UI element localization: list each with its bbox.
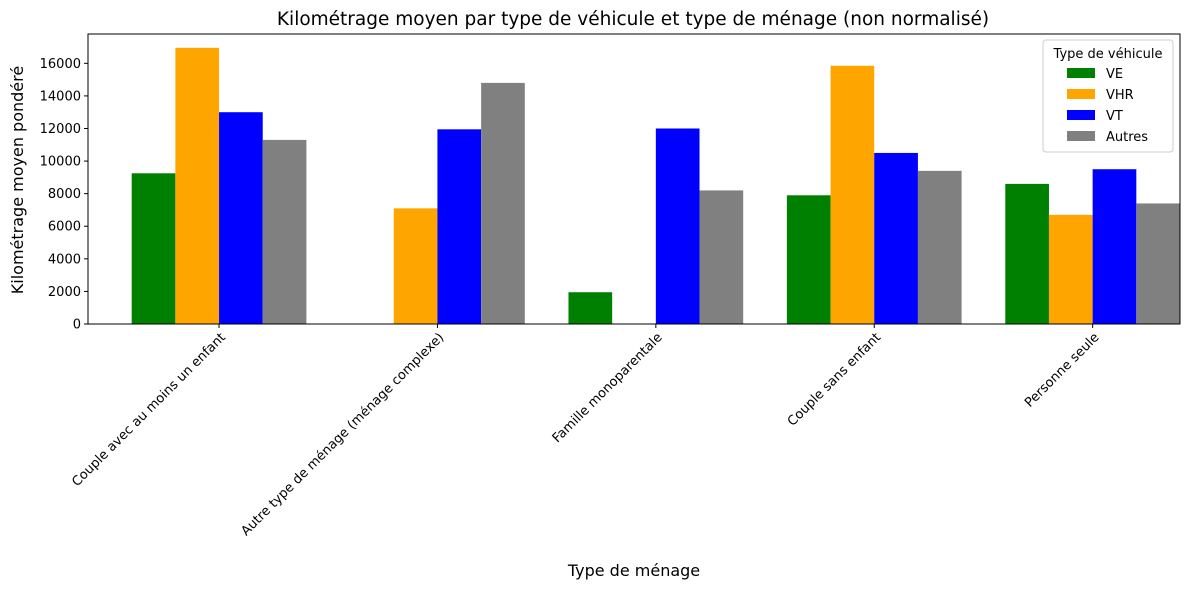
bar-ve-2: [568, 292, 613, 324]
bar-vt-0: [219, 112, 263, 325]
bar-ve-3: [786, 195, 831, 324]
bar-vhr-3: [830, 65, 875, 325]
bar-ve-4: [1005, 183, 1049, 324]
x-tick-label: Famille monoparentale: [550, 330, 666, 446]
x-axis: Couple avec au moins un enfant Autre type…: [69, 324, 1102, 539]
bar-vt-1: [437, 129, 482, 324]
legend-label-vt: VT: [1106, 109, 1123, 124]
x-axis-title: Type de ménage: [567, 561, 700, 580]
y-tick-label: 16000: [40, 57, 81, 72]
y-tick-label: 8000: [48, 187, 81, 202]
x-tick-label: Couple avec au moins un enfant: [69, 330, 229, 490]
bar-vt-4: [1092, 169, 1137, 324]
legend: Type de véhicule VE VHR VT Autres: [1042, 39, 1174, 153]
y-axis-title: Kilométrage moyen pondéré: [8, 66, 27, 294]
y-tick-label: 0: [73, 318, 81, 333]
bar-ve-0: [131, 173, 176, 324]
legend-label-vhr: VHR: [1106, 88, 1134, 103]
bar-vhr-0: [175, 47, 220, 324]
legend-items: VE VHR VT Autres: [1067, 67, 1148, 145]
bar-autres-4: [1136, 203, 1180, 324]
chart-title: Kilométrage moyen par type de véhicule e…: [277, 9, 989, 30]
legend-label-ve: VE: [1106, 67, 1123, 82]
bar-vt-3: [874, 152, 918, 324]
y-tick-label: 10000: [40, 155, 81, 170]
legend-swatch-ve: [1067, 68, 1095, 78]
bar-vhr-1: [393, 208, 438, 324]
legend-label-autres: Autres: [1106, 130, 1148, 145]
legend-swatch-autres: [1067, 131, 1095, 141]
legend-title: Type de véhicule: [1053, 47, 1163, 62]
y-tick-label: 14000: [40, 89, 81, 104]
bar-autres-3: [917, 170, 962, 324]
y-tick-label: 4000: [48, 252, 81, 267]
x-tick-label: Couple sans enfant: [785, 330, 884, 429]
x-tick-label: Autre type de ménage (ménage complexe): [238, 330, 447, 539]
x-tick-label: Personne seule: [1022, 330, 1102, 410]
bar-vhr-4: [1048, 214, 1093, 324]
y-tick-label: 2000: [48, 285, 81, 300]
y-tick-label: 12000: [40, 122, 81, 137]
bar-autres-0: [262, 139, 307, 324]
y-axis: 0 2000 4000 6000 8000 10000 12000 14000 16000: [40, 57, 88, 333]
legend-swatch-vt: [1067, 110, 1095, 120]
bar-autres-2: [699, 190, 744, 324]
legend-swatch-vhr: [1067, 89, 1095, 99]
y-tick-label: 6000: [48, 220, 81, 235]
plot-frame: [87, 33, 1181, 325]
bar-autres-1: [481, 82, 525, 324]
bar-vt-2: [655, 128, 700, 324]
bars-layer: [131, 47, 1180, 325]
